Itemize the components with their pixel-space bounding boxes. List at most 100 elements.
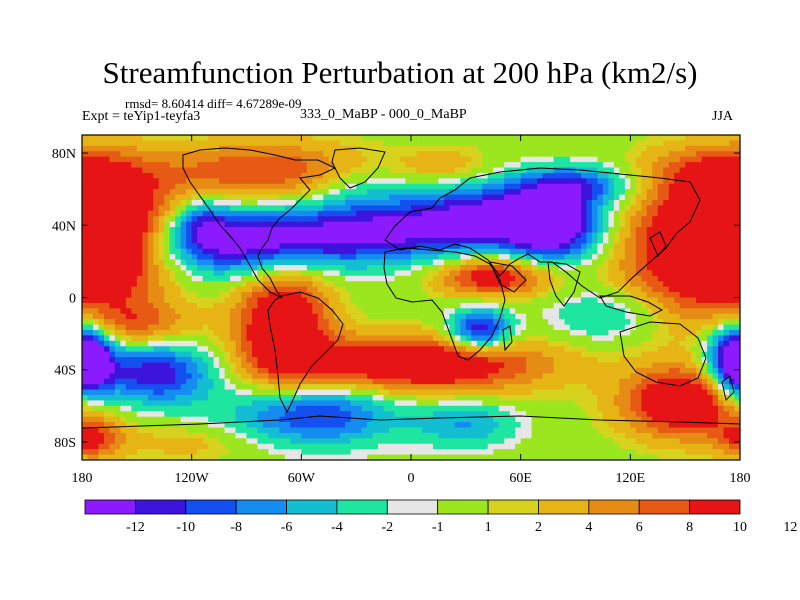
map-cell (92, 308, 99, 315)
map-cell (339, 135, 346, 141)
map-cell (608, 227, 615, 233)
map-cell (367, 335, 374, 342)
map-cell (630, 254, 637, 260)
map-cell (570, 205, 576, 212)
map-cell (597, 346, 604, 353)
map-cell (372, 162, 379, 168)
map-cell (389, 351, 395, 358)
map-cell (487, 145, 494, 152)
map-cell (131, 172, 138, 179)
map-cell (191, 205, 198, 212)
map-cell (339, 167, 346, 174)
map-cell (317, 156, 324, 163)
map-cell (197, 140, 204, 147)
map-cell (131, 275, 138, 282)
map-cell (493, 340, 500, 347)
map-cell (131, 313, 138, 320)
map-cell (262, 145, 269, 152)
map-cell (405, 319, 412, 325)
map-cell (169, 162, 176, 168)
map-cell (405, 265, 412, 271)
map-cell (323, 340, 330, 347)
map-cell (350, 194, 357, 201)
map-cell (471, 297, 478, 304)
map-cell (175, 313, 182, 320)
map-cell (696, 259, 703, 266)
map-cell (372, 227, 379, 233)
map-cell (147, 340, 154, 347)
map-cell (443, 156, 450, 163)
map-cell (718, 275, 724, 282)
map-cell (493, 281, 500, 288)
map-cell (641, 270, 648, 277)
map-cell (482, 330, 489, 336)
map-cell (328, 145, 335, 152)
map-cell (389, 140, 395, 147)
map-cell (553, 189, 560, 195)
map-cell (564, 351, 571, 358)
map-cell (619, 172, 626, 179)
map-cell (257, 297, 264, 304)
map-cell (169, 178, 176, 185)
map-cell (690, 200, 697, 206)
map-cell (443, 254, 450, 260)
map-cell (624, 259, 631, 266)
map-cell (613, 221, 620, 228)
map-cell (421, 145, 428, 152)
map-cell (334, 308, 341, 315)
map-cell (487, 248, 494, 255)
map-cell (454, 221, 461, 228)
map-cell (657, 265, 664, 271)
map-cell (153, 308, 160, 315)
map-cell (158, 340, 165, 347)
map-cell (449, 357, 456, 363)
map-cell (378, 275, 384, 282)
map-cell (548, 313, 554, 320)
map-cell (663, 145, 670, 152)
map-cell (597, 140, 604, 147)
map-cell (290, 227, 297, 233)
map-cell (219, 221, 225, 228)
map-cell (142, 351, 149, 358)
map-cell (570, 178, 576, 185)
map-cell (526, 275, 533, 282)
map-cell (213, 135, 220, 141)
map-cell (674, 172, 681, 179)
map-cell (602, 162, 609, 168)
map-cell (646, 292, 653, 298)
map-cell (570, 292, 576, 298)
map-cell (230, 340, 236, 347)
map-cell (553, 340, 560, 347)
map-cell (175, 281, 182, 288)
map-cell (87, 351, 94, 358)
map-cell (290, 335, 297, 342)
map-cell (701, 232, 708, 239)
map-cell (356, 227, 363, 233)
map-cell (125, 275, 132, 282)
map-cell (504, 297, 511, 304)
map-cell (619, 281, 626, 288)
map-cell (498, 145, 505, 152)
map-cell (718, 200, 724, 206)
map-cell (498, 183, 505, 190)
map-cell (421, 292, 428, 298)
map-cell (559, 286, 565, 293)
map-cell (394, 292, 401, 298)
map-cell (635, 237, 642, 244)
map-cell (630, 286, 637, 293)
map-cell (537, 351, 543, 358)
map-cell (92, 167, 99, 174)
map-cell (641, 156, 648, 163)
map-cell (608, 210, 615, 217)
map-cell (646, 172, 653, 179)
map-cell (454, 205, 461, 212)
map-cell (657, 286, 664, 293)
map-cell (493, 254, 500, 260)
map-cell (175, 302, 182, 309)
map-cell (175, 227, 182, 233)
map-cell (306, 135, 313, 141)
map-cell (125, 167, 132, 174)
map-cell (345, 140, 352, 147)
map-cell (608, 324, 615, 331)
map-cell (515, 330, 522, 336)
